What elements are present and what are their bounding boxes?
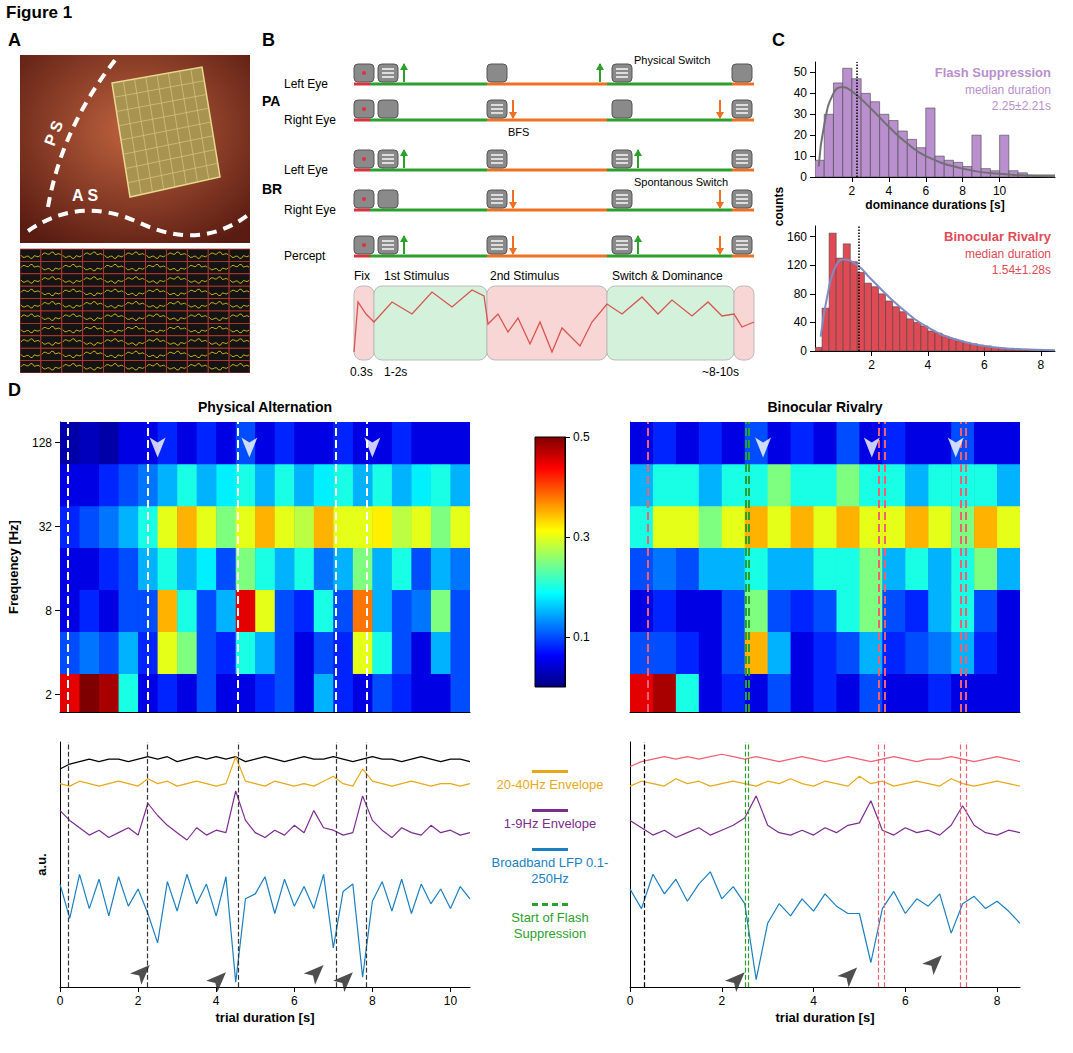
- svg-text:0.3s: 0.3s: [350, 365, 373, 379]
- svg-text:A S: A S: [72, 187, 98, 204]
- svg-text:128: 128: [32, 436, 52, 450]
- svg-text:6: 6: [922, 184, 929, 198]
- svg-text:0: 0: [57, 994, 64, 1008]
- svg-text:10: 10: [993, 184, 1007, 198]
- svg-text:32: 32: [39, 520, 53, 534]
- svg-text:2.25±2.21s: 2.25±2.21s: [992, 99, 1051, 113]
- html-text:1-9Hz Envelope: 1-9Hz Envelope: [503, 816, 597, 831]
- html-text:Start of Flash Suppression: Start of Flash Suppression: [511, 910, 589, 941]
- svg-text:median duration: median duration: [965, 247, 1051, 261]
- svg-text:2: 2: [868, 358, 875, 372]
- svg-text:50: 50: [794, 65, 808, 79]
- svg-text:4: 4: [925, 358, 932, 372]
- svg-text:a.u.: a.u.: [34, 853, 49, 875]
- svg-text:8: 8: [45, 604, 52, 618]
- svg-text:6: 6: [291, 994, 298, 1008]
- svg-text:counts: counts: [772, 187, 786, 227]
- svg-text:dominance durations [s]: dominance durations [s]: [865, 198, 1004, 212]
- svg-text:Right Eye: Right Eye: [284, 203, 336, 217]
- svg-text:0: 0: [627, 994, 634, 1008]
- svg-text:Binocular Rivalry: Binocular Rivalry: [944, 229, 1052, 244]
- svg-text:8: 8: [994, 994, 1001, 1008]
- svg-text:trial duration [s]: trial duration [s]: [776, 1010, 875, 1025]
- svg-text:Right Eye: Right Eye: [284, 113, 336, 127]
- html-text:D: D: [8, 380, 21, 400]
- svg-text:2: 2: [849, 184, 856, 198]
- svg-text:Fix: Fix: [354, 269, 370, 283]
- svg-text:Physical Alternation: Physical Alternation: [198, 399, 332, 415]
- svg-text:10: 10: [794, 149, 808, 163]
- svg-text:20: 20: [794, 128, 808, 142]
- svg-text:6: 6: [902, 994, 909, 1008]
- svg-text:Flash Suppression: Flash Suppression: [935, 65, 1051, 80]
- svg-text:8: 8: [959, 184, 966, 198]
- svg-text:BR: BR: [262, 181, 282, 197]
- svg-text:Physical Switch: Physical Switch: [634, 54, 710, 66]
- svg-text:BFS: BFS: [508, 126, 529, 138]
- svg-text:30: 30: [794, 107, 808, 121]
- svg-text:4: 4: [886, 184, 893, 198]
- svg-text:Frequency [Hz]: Frequency [Hz]: [6, 520, 21, 614]
- svg-text:trial duration [s]: trial duration [s]: [216, 1010, 315, 1025]
- svg-text:0: 0: [800, 170, 807, 184]
- html-text:B: B: [262, 30, 275, 50]
- svg-text:2: 2: [718, 994, 725, 1008]
- svg-text:P S: P S: [41, 118, 66, 148]
- html-text:Broadband LFP 0.1-250Hz: Broadband LFP 0.1-250Hz: [491, 855, 609, 886]
- svg-text:40: 40: [794, 315, 808, 329]
- svg-text:2: 2: [45, 688, 52, 702]
- svg-text:8: 8: [1038, 358, 1045, 372]
- svg-text:40: 40: [794, 86, 808, 100]
- svg-text:8: 8: [369, 994, 376, 1008]
- html-text:Figure 1: Figure 1: [6, 3, 73, 22]
- svg-text:2: 2: [135, 994, 142, 1008]
- svg-text:1st Stimulus: 1st Stimulus: [384, 269, 449, 283]
- svg-text:80: 80: [794, 287, 808, 301]
- html-text:A: A: [8, 30, 21, 50]
- svg-text:0.3: 0.3: [573, 530, 590, 544]
- svg-text:6: 6: [981, 358, 988, 372]
- svg-text:160: 160: [787, 230, 807, 244]
- svg-text:0: 0: [800, 344, 807, 358]
- svg-text:1.54±1.28s: 1.54±1.28s: [992, 263, 1051, 277]
- svg-text:PA: PA: [262, 93, 280, 109]
- svg-text:~8-10s: ~8-10s: [702, 365, 739, 379]
- svg-text:10: 10: [444, 994, 458, 1008]
- svg-text:2nd Stimulus: 2nd Stimulus: [490, 269, 559, 283]
- svg-text:Spontanous Switch: Spontanous Switch: [634, 176, 728, 188]
- svg-text:median duration: median duration: [965, 83, 1051, 97]
- svg-text:0.1: 0.1: [573, 630, 590, 644]
- html-text:C: C: [772, 30, 785, 50]
- svg-text:Percept: Percept: [284, 249, 326, 263]
- svg-text:1-2s: 1-2s: [384, 365, 407, 379]
- svg-text:4: 4: [810, 994, 817, 1008]
- svg-text:Binocular Rivalry: Binocular Rivalry: [767, 399, 882, 415]
- html-text:20-40Hz Envelope: 20-40Hz Envelope: [496, 777, 604, 792]
- svg-text:Switch & Dominance: Switch & Dominance: [612, 269, 723, 283]
- svg-text:120: 120: [787, 258, 807, 272]
- svg-text:4: 4: [213, 994, 220, 1008]
- svg-text:Left Eye: Left Eye: [284, 163, 328, 177]
- svg-text:0.5: 0.5: [573, 430, 590, 444]
- svg-text:Left Eye: Left Eye: [284, 77, 328, 91]
